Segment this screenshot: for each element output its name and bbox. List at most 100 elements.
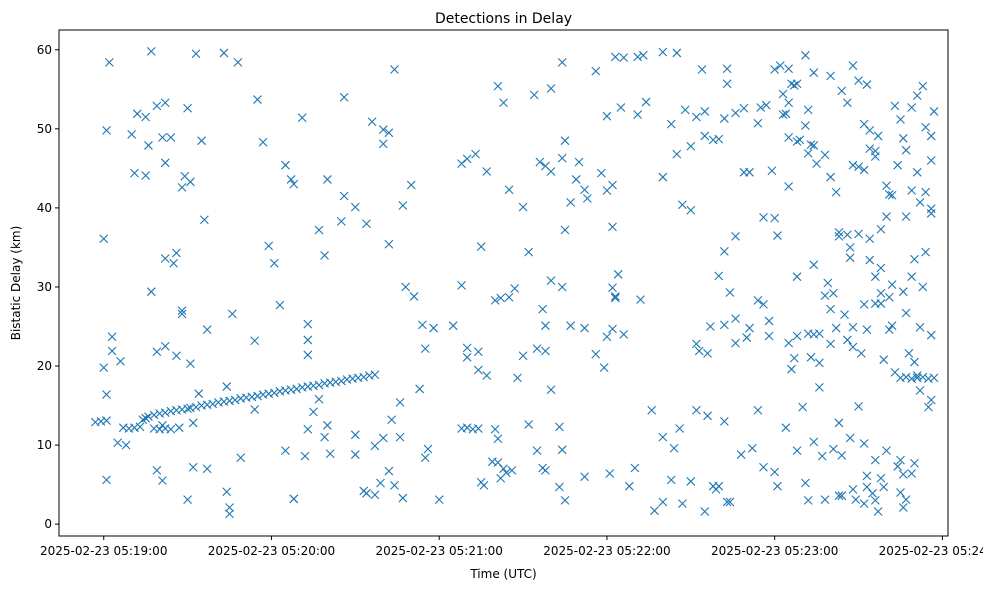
data-point	[370, 441, 380, 451]
data-point	[518, 202, 528, 212]
data-point	[560, 136, 570, 146]
data-point	[188, 462, 198, 472]
y-tick-label: 10	[37, 438, 52, 452]
data-point	[309, 407, 318, 417]
data-point	[387, 415, 397, 425]
data-point	[722, 497, 732, 507]
data-point	[236, 453, 246, 463]
data-point	[745, 167, 754, 177]
data-point	[297, 113, 307, 123]
data-point	[731, 108, 740, 118]
data-point	[719, 416, 729, 426]
data-point	[856, 348, 866, 358]
data-point	[731, 231, 740, 241]
data-point	[815, 358, 824, 368]
data-point	[376, 478, 385, 488]
data-point	[700, 131, 710, 141]
data-point	[692, 405, 701, 415]
data-point	[834, 228, 844, 237]
data-point	[538, 304, 548, 314]
data-point	[896, 488, 905, 497]
data-point	[141, 112, 151, 122]
data-point	[854, 162, 863, 172]
data-point	[764, 316, 774, 326]
data-point	[792, 446, 802, 456]
data-point	[423, 444, 433, 454]
y-tick-label: 60	[37, 43, 52, 57]
data-point	[898, 503, 908, 512]
data-point	[697, 65, 707, 74]
data-point	[759, 299, 768, 309]
data-point	[532, 344, 542, 354]
data-point	[253, 391, 262, 401]
data-point	[926, 156, 936, 165]
data-point	[890, 367, 900, 377]
data-point	[177, 306, 187, 316]
data-point	[826, 304, 835, 314]
data-point	[739, 103, 749, 113]
data-point	[281, 446, 290, 456]
data-point	[541, 321, 550, 331]
data-point	[876, 288, 886, 298]
x-axis: 2025-02-23 05:19:00 2025-02-23 05:20:00 20…	[40, 536, 983, 558]
data-point	[736, 450, 746, 459]
data-point	[457, 159, 466, 169]
data-point	[152, 465, 162, 475]
data-point	[896, 455, 905, 465]
data-point	[275, 300, 285, 310]
data-point	[820, 495, 830, 505]
data-point	[633, 110, 643, 119]
data-point	[596, 168, 606, 178]
data-point	[873, 131, 883, 141]
data-point	[390, 481, 399, 490]
data-point	[898, 469, 908, 479]
data-point	[490, 424, 500, 434]
data-point	[901, 495, 911, 505]
data-point	[848, 484, 858, 494]
data-point	[269, 388, 279, 398]
data-point	[731, 314, 740, 323]
data-point	[801, 50, 810, 60]
data-point	[828, 444, 838, 454]
data-point	[789, 80, 799, 90]
data-point	[842, 230, 852, 240]
y-tick-label: 50	[37, 122, 52, 136]
data-point	[870, 299, 880, 308]
data-point	[194, 389, 204, 399]
data-point	[912, 167, 922, 177]
data-point	[160, 408, 170, 418]
data-point	[409, 292, 419, 301]
data-point	[893, 160, 903, 170]
y-tick-label: 40	[37, 201, 52, 215]
data-point	[862, 471, 872, 481]
data-point	[557, 282, 567, 292]
chart-title: Detections in Delay	[435, 11, 572, 27]
data-point	[722, 64, 732, 74]
data-point	[918, 282, 928, 292]
data-point	[845, 433, 855, 443]
data-point	[912, 91, 922, 101]
data-point	[812, 159, 821, 169]
data-point	[834, 491, 844, 501]
data-point	[692, 112, 701, 122]
data-point	[546, 167, 556, 176]
data-point	[225, 503, 234, 512]
data-point	[160, 98, 170, 108]
data-point	[753, 405, 763, 415]
data-point	[809, 68, 819, 78]
data-point	[158, 133, 167, 142]
data-point	[172, 351, 181, 361]
data-point	[529, 90, 539, 100]
data-point	[102, 390, 111, 399]
y-axis-label: Bistatic Delay (km)	[9, 226, 23, 341]
data-point	[160, 254, 170, 263]
data-point	[258, 137, 268, 147]
data-point	[398, 201, 408, 210]
data-point	[378, 433, 388, 443]
data-point	[907, 272, 917, 282]
data-point	[773, 231, 782, 240]
data-point	[901, 212, 911, 221]
data-point	[188, 418, 198, 428]
data-point	[227, 309, 237, 319]
